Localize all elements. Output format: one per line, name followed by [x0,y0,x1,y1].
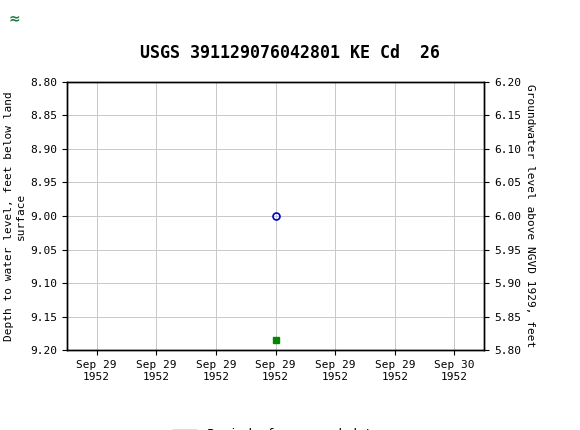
Legend: Period of approved data: Period of approved data [167,423,384,430]
Text: USGS 391129076042801 KE Cd  26: USGS 391129076042801 KE Cd 26 [140,44,440,62]
Y-axis label: Depth to water level, feet below land
surface: Depth to water level, feet below land su… [4,91,26,341]
Text: ≈: ≈ [8,11,20,25]
Text: USGS: USGS [9,9,64,27]
Bar [3,6,25,31]
Y-axis label: Groundwater level above NGVD 1929, feet: Groundwater level above NGVD 1929, feet [525,84,535,348]
